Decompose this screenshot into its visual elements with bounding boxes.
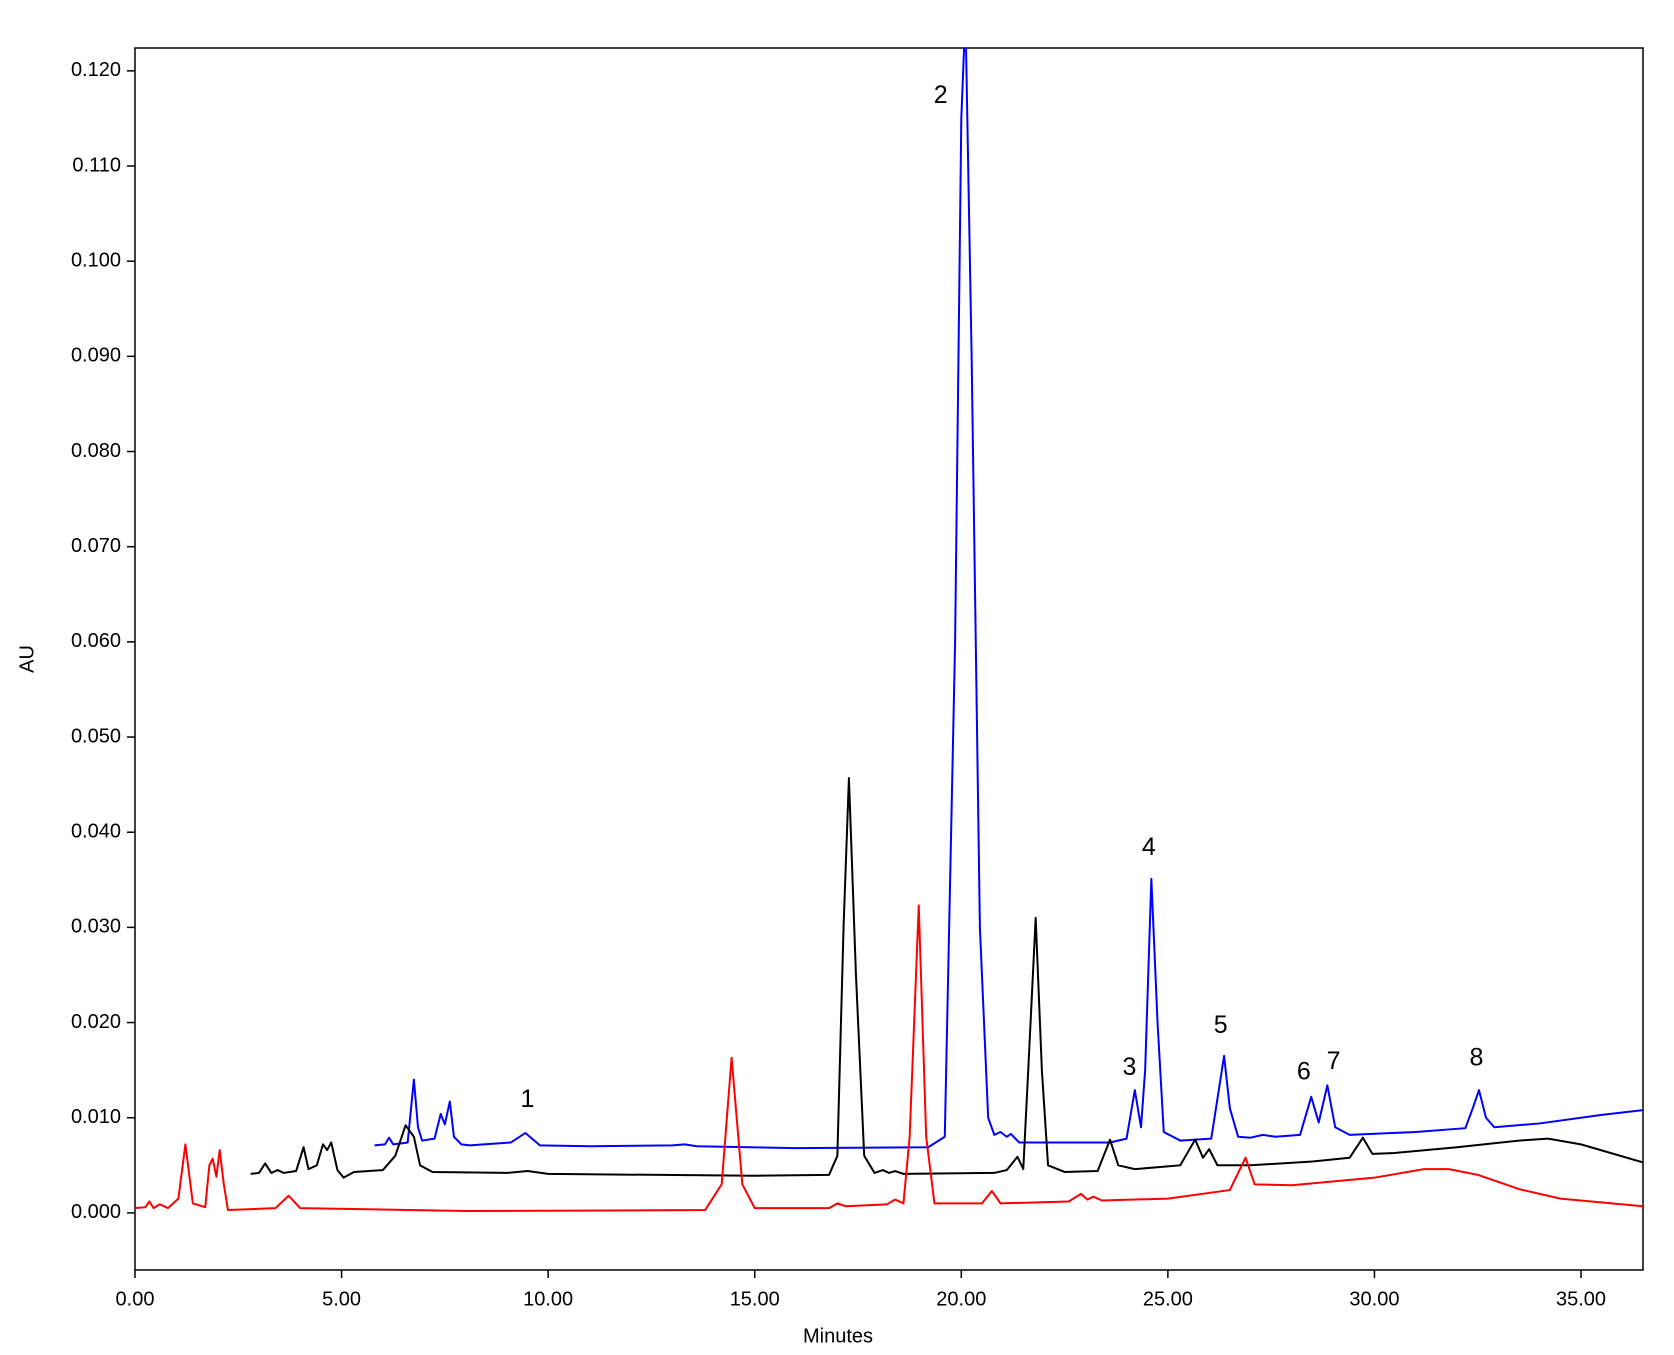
x-axis-label: Minutes [803, 1325, 873, 1347]
plot-area [135, 48, 1643, 1212]
y-tick-label: 0.100 [71, 249, 121, 271]
peak-label: 3 [1123, 1053, 1137, 1081]
chromatogram-line [374, 48, 1643, 1150]
peak-label: 7 [1327, 1047, 1341, 1075]
peak-label: 6 [1297, 1058, 1311, 1086]
peak-label: 5 [1214, 1011, 1228, 1039]
y-tick-label: 0.090 [71, 345, 121, 367]
y-tick-label: 0.070 [71, 535, 121, 557]
x-tick-label: 25.00 [1143, 1288, 1193, 1310]
x-tick-label: 20.00 [936, 1288, 986, 1310]
peak-label: 4 [1142, 833, 1156, 861]
y-tick-label: 0.030 [71, 916, 121, 938]
x-tick-label: 5.00 [322, 1288, 361, 1310]
y-tick-label: 0.020 [71, 1011, 121, 1033]
y-tick-label: 0.050 [71, 725, 121, 747]
chromatogram-line [250, 776, 1643, 1179]
plot-frame [134, 47, 1644, 1271]
peak-label: 2 [934, 81, 948, 109]
x-tick-label: 0.00 [116, 1288, 155, 1310]
y-tick-label: 0.120 [71, 59, 121, 81]
x-tick-label: 15.00 [730, 1288, 780, 1310]
y-tick-label: 0.040 [71, 820, 121, 842]
chromatogram-line [135, 904, 1643, 1212]
y-tick-label: 0.110 [72, 154, 121, 176]
x-tick-label: 35.00 [1556, 1288, 1606, 1310]
y-tick-label: 0.010 [71, 1106, 121, 1128]
x-tick-label: 10.00 [523, 1288, 573, 1310]
peak-label: 1 [521, 1085, 535, 1113]
y-tick-label: 0.060 [71, 630, 121, 652]
x-tick-label: 30.00 [1349, 1288, 1399, 1310]
y-axis-label: AU [16, 645, 38, 673]
y-tick-label: 0.000 [71, 1201, 121, 1223]
peak-label: 8 [1470, 1043, 1484, 1071]
y-tick-label: 0.080 [71, 440, 121, 462]
